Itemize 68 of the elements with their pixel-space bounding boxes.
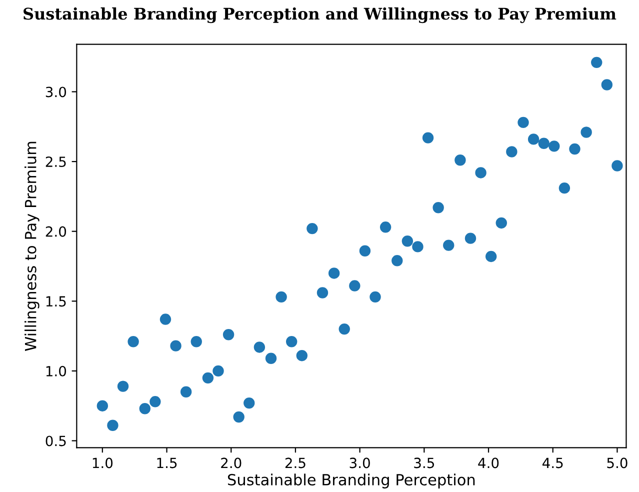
x-tick-label: 3.0 — [350, 458, 370, 468]
point — [128, 336, 139, 348]
point — [233, 411, 244, 423]
x-tick-label: 1.5 — [157, 458, 177, 468]
y-tick-label: 0.5 — [46, 436, 66, 446]
point — [180, 386, 192, 398]
x-tick-label: 5.0 — [607, 458, 628, 468]
point — [316, 287, 328, 298]
point — [306, 222, 318, 234]
point — [160, 314, 172, 325]
x-tick-label: 2.0 — [221, 458, 242, 468]
point — [464, 232, 476, 244]
y-tick-label: 1.0 — [46, 366, 66, 376]
point — [412, 241, 424, 252]
point — [202, 372, 214, 384]
point — [150, 396, 161, 408]
point — [591, 56, 602, 68]
point — [107, 420, 118, 431]
chart-title: Sustainable Branding Perception and Willingness to Pay Premium — [24, 7, 616, 24]
point — [380, 222, 392, 233]
point — [485, 250, 497, 262]
point — [254, 342, 266, 353]
x-tick-label: 1.0 — [92, 458, 113, 468]
x-tick-label: 2.5 — [285, 458, 306, 468]
point — [359, 245, 371, 256]
point — [170, 340, 182, 352]
x-axis-title: Sustainable Branding Perception — [228, 474, 475, 488]
point — [432, 202, 444, 214]
point — [475, 167, 486, 178]
point — [117, 380, 129, 392]
point — [349, 280, 360, 292]
y-tick-label: 3.0 — [46, 86, 66, 98]
point — [612, 160, 623, 172]
point — [569, 143, 580, 155]
point — [276, 291, 287, 303]
point — [212, 365, 224, 377]
point — [443, 240, 454, 251]
y-tick-label: 2.0 — [46, 226, 66, 237]
point — [422, 132, 434, 144]
point — [548, 140, 560, 152]
point — [296, 350, 308, 362]
point — [518, 116, 529, 128]
point — [601, 79, 613, 90]
point — [265, 352, 277, 364]
y-tick-label: 2.5 — [46, 156, 66, 168]
point — [496, 217, 507, 229]
point — [506, 146, 518, 158]
point — [286, 336, 298, 348]
point — [402, 236, 414, 247]
point — [580, 126, 592, 138]
point — [190, 336, 202, 348]
point — [454, 154, 466, 166]
x-tick-label: 4.0 — [478, 458, 499, 468]
point — [139, 403, 150, 414]
point — [338, 323, 350, 335]
point — [244, 397, 255, 409]
y-tick-label: 1.5 — [46, 296, 66, 307]
point — [96, 400, 108, 412]
point — [558, 182, 570, 194]
point — [222, 329, 234, 340]
point — [392, 255, 403, 266]
point — [328, 268, 340, 279]
x-tick-label: 4.5 — [542, 458, 563, 468]
point — [538, 138, 550, 149]
point — [528, 134, 540, 145]
point — [370, 291, 381, 303]
y-axis-title: Willingness to Pay Premium — [24, 142, 40, 351]
x-tick-label: 3.5 — [414, 458, 434, 468]
